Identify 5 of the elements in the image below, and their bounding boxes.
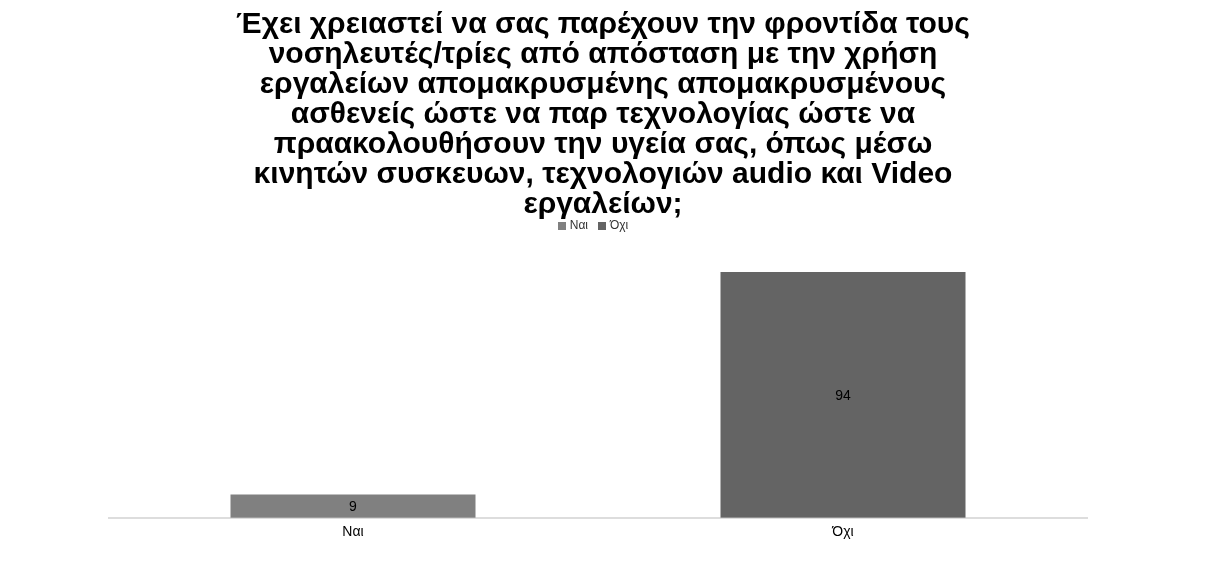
legend-label: Όχι [610,218,629,232]
data-label: 94 [835,386,851,403]
data-label: 9 [349,498,358,515]
chart-title: Έχει χρειαστεί να σας παρέχουν την φροντίδα τους νοσηλευτές/τρίες από απόσταση με την χρήση εργαλείων απομακρυσμένης απομακρυσμένους ασθενείς ώστε να παρ τεχνολογίας ώστε να πραακολουθήσουν την υγεία σας, όπως μέσω κινητών συσκευων, τεχνολογιών audio και Video εργαλείων; [235,6,971,219]
legend-label: Ναι [569,218,588,232]
